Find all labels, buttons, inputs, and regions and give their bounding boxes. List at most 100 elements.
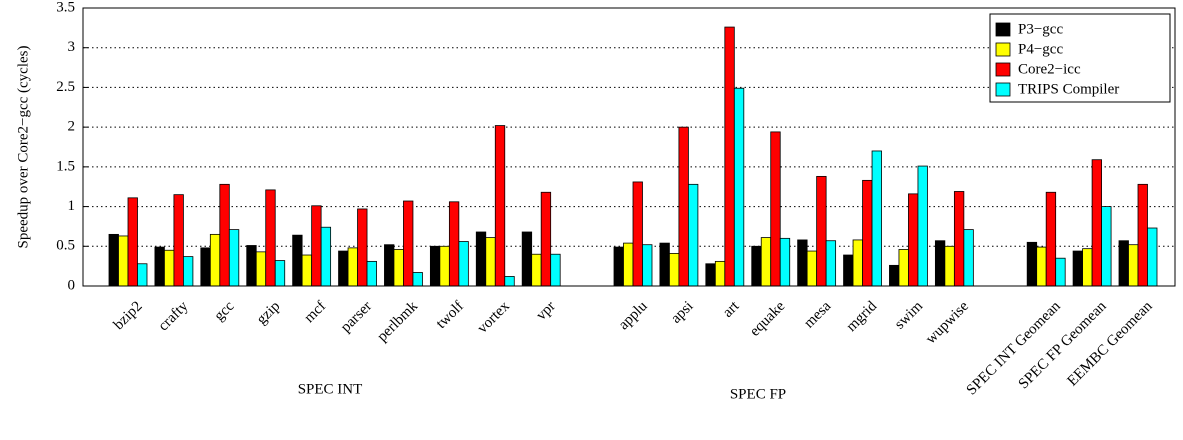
legend-label: TRIPS Compiler — [1018, 81, 1119, 97]
bar — [688, 183, 699, 287]
bar — [779, 237, 791, 287]
bar — [118, 235, 129, 287]
y-tick-label: 2 — [68, 119, 76, 135]
bar — [1045, 191, 1057, 287]
y-tick-label: 0 — [68, 277, 76, 293]
bar — [137, 263, 148, 287]
bar — [770, 131, 781, 287]
bar — [816, 175, 827, 287]
bar — [1137, 183, 1148, 287]
x-tick-label: mcf — [301, 298, 329, 326]
x-tick-label: apsi — [668, 298, 696, 326]
bar — [1147, 227, 1158, 287]
bar — [1072, 250, 1083, 287]
y-tick-label: 0.5 — [56, 238, 75, 254]
legend-box — [989, 13, 1171, 103]
bar — [127, 197, 138, 287]
x-tick-label: art — [720, 298, 743, 321]
bar — [678, 126, 689, 287]
legend: P3−gcc P4−gcc Core2−icc TRIPS Compiler — [989, 13, 1171, 103]
bar — [393, 249, 404, 287]
bar — [209, 233, 221, 287]
bar — [917, 165, 928, 287]
bar — [953, 191, 965, 287]
x-tick-label: vortex — [474, 298, 513, 337]
bar — [659, 242, 670, 287]
bar — [292, 234, 303, 287]
legend-swatch — [995, 22, 1011, 37]
bar — [642, 244, 653, 287]
bar — [347, 247, 358, 287]
x-tick-label: gcc — [211, 298, 237, 324]
legend-swatch — [995, 82, 1011, 97]
bar — [613, 246, 624, 287]
bar — [154, 246, 165, 287]
bar — [540, 191, 552, 287]
x-tick-label: wupwise — [923, 298, 972, 347]
bar — [806, 250, 818, 287]
x-tick-label: twolf — [433, 298, 467, 332]
y-tick-label: 3 — [68, 39, 76, 55]
bar — [357, 208, 368, 287]
bar — [1082, 248, 1093, 287]
bar — [825, 240, 837, 287]
bar — [871, 150, 882, 287]
legend-swatch — [995, 42, 1011, 57]
bar — [1101, 206, 1112, 287]
bar — [320, 226, 332, 287]
bar — [521, 231, 533, 287]
x-tick-label: bzip2 — [111, 298, 146, 333]
y-axis-label: Speedup over Core2−gcc (cycles) — [15, 46, 31, 249]
x-tick-label: equake — [747, 298, 789, 340]
legend-label: P3−gcc — [1018, 21, 1063, 37]
bar — [504, 276, 515, 287]
bar — [531, 253, 542, 287]
bar — [751, 245, 762, 287]
legend-swatch — [995, 62, 1011, 77]
bar — [1128, 244, 1139, 287]
bar — [898, 249, 909, 287]
x-tick-label: vpr — [533, 298, 558, 323]
bar — [219, 183, 230, 287]
bar — [1091, 159, 1102, 287]
bar — [246, 245, 257, 287]
bar — [403, 200, 414, 287]
bar — [963, 229, 974, 287]
legend-label: P4−gcc — [1018, 41, 1063, 57]
bar — [412, 272, 423, 287]
y-tick-label: 1 — [68, 198, 76, 214]
legend-label: Core2−icc — [1018, 61, 1081, 77]
x-tick-label: SPEC FP Geomean — [1016, 298, 1110, 392]
y-tick-label: 3.5 — [56, 0, 75, 15]
bar — [760, 237, 772, 287]
bar — [448, 201, 460, 287]
bar — [1026, 241, 1038, 287]
bar — [311, 205, 322, 287]
bar — [733, 87, 745, 287]
bar — [862, 179, 873, 287]
group-label: SPEC INT — [298, 381, 363, 397]
bar — [934, 240, 946, 287]
bar — [183, 256, 194, 287]
bar — [944, 245, 955, 287]
bar — [265, 189, 276, 287]
bar — [485, 237, 496, 287]
bar — [889, 264, 900, 287]
bar — [164, 249, 175, 287]
bar — [550, 253, 561, 287]
x-tick-label: swim — [892, 298, 927, 333]
x-tick-label: EEMBC Geomean — [1064, 298, 1155, 389]
bar — [458, 241, 469, 287]
x-tick-label: perlbmk — [374, 298, 421, 345]
x-tick-label: mgrid — [843, 298, 880, 335]
x-tick-label: parser — [338, 298, 375, 335]
x-tick-label: mesa — [801, 298, 834, 331]
bar — [475, 231, 487, 287]
y-tick-label: 1.5 — [56, 158, 75, 174]
bar — [366, 260, 377, 287]
bar — [705, 263, 716, 287]
bar — [623, 242, 634, 287]
bar — [384, 244, 395, 287]
bar — [714, 260, 726, 287]
